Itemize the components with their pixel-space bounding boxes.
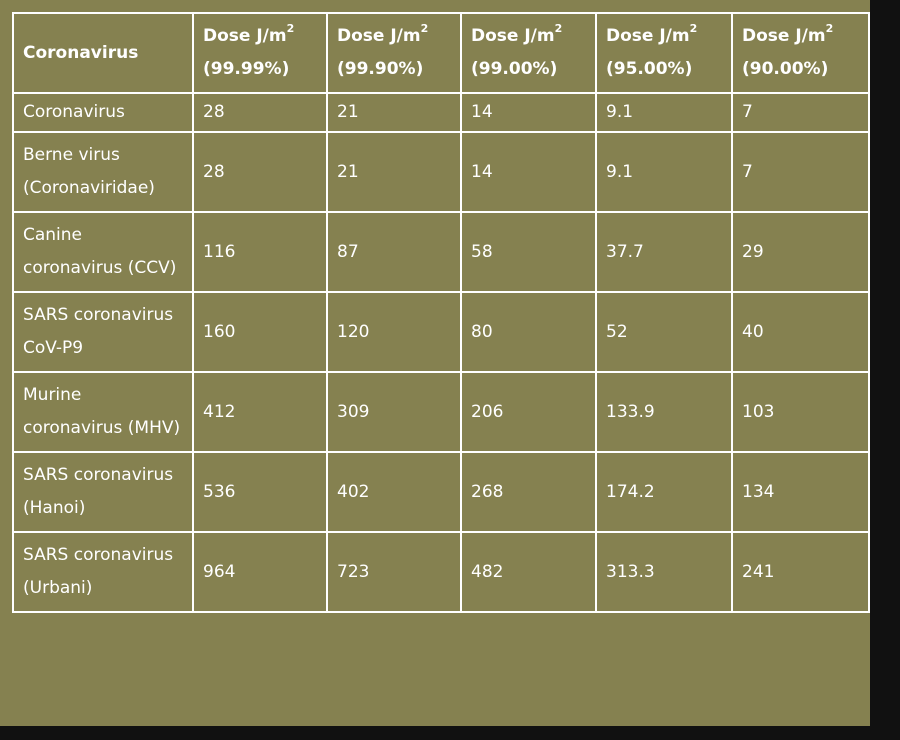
header-dose-99-90: Dose J/m2 (99.90%) xyxy=(326,12,462,94)
header-dose-percent: (90.00%) xyxy=(742,59,829,79)
header-dose-sup: 2 xyxy=(420,22,429,36)
dose-cell: 58 xyxy=(460,211,597,293)
header-dose-label: Dose J/m xyxy=(742,26,826,46)
dose-cell: 412 xyxy=(192,371,328,453)
dose-cell: 964 xyxy=(192,531,328,613)
header-dose-sup: 2 xyxy=(554,22,563,36)
virus-name-cell: Murine coronavirus (MHV) xyxy=(12,371,194,453)
virus-name-cell: SARS coronavirus CoV-P9 xyxy=(12,291,194,373)
dose-cell: 28 xyxy=(192,92,328,133)
dose-cell: 29 xyxy=(731,211,870,293)
virus-name-cell: SARS coronavirus (Urbani) xyxy=(12,531,194,613)
dose-cell: 7 xyxy=(731,131,870,213)
dose-cell: 120 xyxy=(326,291,462,373)
dose-cell: 206 xyxy=(460,371,597,453)
virus-name-cell: Coronavirus xyxy=(12,92,194,133)
uv-dose-table: Coronavirus Dose J/m2 (99.99%) Dose J/m2… xyxy=(12,12,870,613)
header-dose-label: Dose J/m xyxy=(471,26,555,46)
table-row: Berne virus (Coronaviridae) 28 21 14 9.1… xyxy=(12,131,870,213)
dose-cell: 14 xyxy=(460,131,597,213)
header-dose-99-99: Dose J/m2 (99.99%) xyxy=(192,12,328,94)
dose-cell: 133.9 xyxy=(595,371,733,453)
header-dose-label: Dose J/m xyxy=(203,26,287,46)
dose-cell: 402 xyxy=(326,451,462,533)
dose-cell: 28 xyxy=(192,131,328,213)
table-row: SARS coronavirus CoV-P9 160 120 80 52 40 xyxy=(12,291,870,373)
dose-cell: 7 xyxy=(731,92,870,133)
header-dose-percent: (99.99%) xyxy=(203,59,290,79)
table-header-row: Coronavirus Dose J/m2 (99.99%) Dose J/m2… xyxy=(12,12,870,94)
header-dose-sup: 2 xyxy=(689,22,698,36)
table-row: Coronavirus 28 21 14 9.1 7 xyxy=(12,92,870,133)
table-row: SARS coronavirus (Urbani) 964 723 482 31… xyxy=(12,531,870,613)
dose-cell: 116 xyxy=(192,211,328,293)
header-dose-90-00: Dose J/m2 (90.00%) xyxy=(731,12,870,94)
dose-cell: 134 xyxy=(731,451,870,533)
dose-cell: 268 xyxy=(460,451,597,533)
header-dose-label: Dose J/m xyxy=(337,26,421,46)
table-panel: Coronavirus Dose J/m2 (99.99%) Dose J/m2… xyxy=(0,0,870,726)
header-dose-percent: (99.00%) xyxy=(471,59,558,79)
virus-name-cell: Canine coronavirus (CCV) xyxy=(12,211,194,293)
dose-cell: 174.2 xyxy=(595,451,733,533)
table-row: Canine coronavirus (CCV) 116 87 58 37.7 … xyxy=(12,211,870,293)
dose-cell: 482 xyxy=(460,531,597,613)
dose-cell: 21 xyxy=(326,131,462,213)
virus-name-cell: Berne virus (Coronaviridae) xyxy=(12,131,194,213)
dose-cell: 536 xyxy=(192,451,328,533)
dose-cell: 9.1 xyxy=(595,92,733,133)
header-dose-percent: (95.00%) xyxy=(606,59,693,79)
header-dose-95-00: Dose J/m2 (95.00%) xyxy=(595,12,733,94)
dose-cell: 241 xyxy=(731,531,870,613)
header-dose-percent: (99.90%) xyxy=(337,59,424,79)
dose-cell: 21 xyxy=(326,92,462,133)
header-coronavirus: Coronavirus xyxy=(12,12,194,94)
header-dose-sup: 2 xyxy=(825,22,834,36)
dose-cell: 309 xyxy=(326,371,462,453)
dose-cell: 9.1 xyxy=(595,131,733,213)
header-dose-99-00: Dose J/m2 (99.00%) xyxy=(460,12,597,94)
table-row: SARS coronavirus (Hanoi) 536 402 268 174… xyxy=(12,451,870,533)
header-dose-label: Dose J/m xyxy=(606,26,690,46)
dose-cell: 52 xyxy=(595,291,733,373)
dose-cell: 160 xyxy=(192,291,328,373)
dose-cell: 87 xyxy=(326,211,462,293)
dose-cell: 103 xyxy=(731,371,870,453)
header-dose-sup: 2 xyxy=(286,22,295,36)
dose-cell: 80 xyxy=(460,291,597,373)
virus-name-cell: SARS coronavirus (Hanoi) xyxy=(12,451,194,533)
dose-cell: 37.7 xyxy=(595,211,733,293)
dose-cell: 723 xyxy=(326,531,462,613)
dose-cell: 40 xyxy=(731,291,870,373)
table-row: Murine coronavirus (MHV) 412 309 206 133… xyxy=(12,371,870,453)
dose-cell: 14 xyxy=(460,92,597,133)
dose-cell: 313.3 xyxy=(595,531,733,613)
